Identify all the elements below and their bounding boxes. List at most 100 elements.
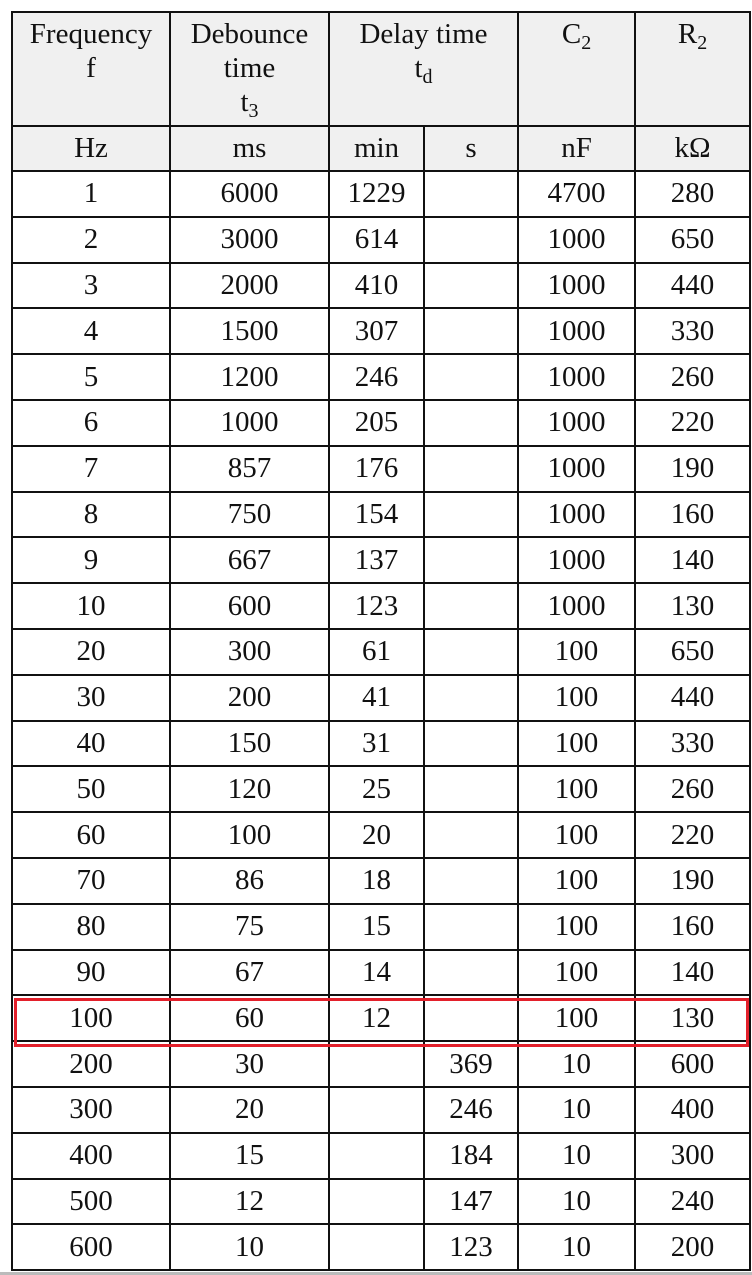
table-cell: 40 <box>11 719 171 768</box>
table-cell <box>422 582 520 630</box>
table-cell <box>422 536 520 585</box>
table-cell: 60 <box>169 994 330 1043</box>
table-cell: 300 <box>634 1131 752 1180</box>
header-subscript: d <box>422 66 433 88</box>
table-cell: 120 <box>169 765 330 814</box>
table-cell: 130 <box>634 994 752 1043</box>
table-cell: 205 <box>328 398 425 447</box>
data-table: Frequency f Debounce time t3 Delay time td C… <box>11 11 752 1272</box>
table-cell: 9 <box>11 536 171 585</box>
table-row: 500 12 147 10 240 <box>11 1177 752 1226</box>
table-cell: 190 <box>634 444 752 493</box>
unit-cell: min <box>328 125 425 172</box>
table-cell <box>328 1085 425 1134</box>
table-cell: 176 <box>328 444 425 493</box>
table-cell: 410 <box>328 261 425 310</box>
table-row: 10 600 123 1000 130 <box>11 582 752 630</box>
header-symbol: t <box>414 52 423 84</box>
divider <box>0 1272 752 1275</box>
table-cell: 20 <box>11 627 171 676</box>
table-cell: 10 <box>517 1040 637 1088</box>
table-cell: 20 <box>169 1085 330 1134</box>
table-cell: 307 <box>328 307 425 356</box>
table-cell <box>328 1177 425 1226</box>
table-cell <box>422 811 520 859</box>
table-cell: 3 <box>11 261 171 310</box>
header-subscript: 2 <box>581 32 592 54</box>
table-cell: 500 <box>11 1177 171 1226</box>
table-cell: 75 <box>169 902 330 951</box>
table-cell: 130 <box>634 582 752 630</box>
table-cell: 20 <box>328 811 425 859</box>
table-cell: 123 <box>328 582 425 630</box>
table-cell: 160 <box>634 902 752 951</box>
table-cell: 246 <box>328 353 425 401</box>
table-row: 4 1500 307 1000 330 <box>11 307 752 356</box>
table-cell: 440 <box>634 673 752 722</box>
header-text: time <box>223 52 276 84</box>
table-cell: 10 <box>11 582 171 630</box>
table-row: 90 67 14 100 140 <box>11 948 752 997</box>
table-cell <box>422 353 520 401</box>
table-cell: 440 <box>634 261 752 310</box>
table-cell: 5 <box>11 353 171 401</box>
table-cell: 15 <box>328 902 425 951</box>
table-cell: 330 <box>634 719 752 768</box>
table-cell: 12 <box>169 1177 330 1226</box>
table-row: 300 20 246 10 400 <box>11 1085 752 1134</box>
table-cell: 8 <box>11 490 171 539</box>
table-cell: 1229 <box>328 170 425 218</box>
header-r2: R2 <box>634 11 752 127</box>
table-row: 400 15 184 10 300 <box>11 1131 752 1180</box>
table-cell: 100 <box>517 811 637 859</box>
table-row: 6 1000 205 1000 220 <box>11 398 752 447</box>
table-cell: 1500 <box>169 307 330 356</box>
table-cell: 600 <box>169 582 330 630</box>
table-cell: 220 <box>634 398 752 447</box>
table-cell: 1000 <box>517 261 637 310</box>
table-cell: 100 <box>517 673 637 722</box>
table-row: 1 6000 1229 4700 280 <box>11 170 752 218</box>
table-cell: 30 <box>169 1040 330 1088</box>
table-cell <box>422 490 520 539</box>
table-row: 8 750 154 1000 160 <box>11 490 752 539</box>
table-cell: 1000 <box>517 582 637 630</box>
table-cell: 70 <box>11 856 171 905</box>
table-cell: 200 <box>634 1223 752 1272</box>
header-text: Delay time <box>359 18 488 50</box>
table-cell: 300 <box>11 1085 171 1134</box>
table-cell: 600 <box>634 1040 752 1088</box>
table-cell: 200 <box>169 673 330 722</box>
table-cell: 80 <box>11 902 171 951</box>
table-row: 200 30 369 10 600 <box>11 1040 752 1088</box>
table-cell: 246 <box>422 1085 520 1134</box>
table-cell: 200 <box>11 1040 171 1088</box>
table-cell: 4700 <box>517 170 637 218</box>
table-cell: 2 <box>11 215 171 264</box>
table-cell: 140 <box>634 536 752 585</box>
unit-cell: Hz <box>11 125 171 172</box>
table-cell: 1000 <box>517 398 637 447</box>
table-cell: 667 <box>169 536 330 585</box>
table-cell: 154 <box>328 490 425 539</box>
table-cell <box>422 719 520 768</box>
table-cell: 150 <box>169 719 330 768</box>
table-cell: 10 <box>517 1085 637 1134</box>
table-cell: 90 <box>11 948 171 997</box>
table-cell <box>422 948 520 997</box>
header-frequency: Frequency f <box>11 11 171 127</box>
table-cell: 100 <box>517 856 637 905</box>
units-row: Hz ms min s nF kΩ <box>11 125 752 172</box>
unit-cell: nF <box>517 125 637 172</box>
table-cell: 123 <box>422 1223 520 1272</box>
table-row: 5 1200 246 1000 260 <box>11 353 752 401</box>
table-cell <box>422 261 520 310</box>
table-cell <box>422 627 520 676</box>
table-cell: 100 <box>517 948 637 997</box>
table-cell <box>328 1040 425 1088</box>
table-cell: 1000 <box>517 353 637 401</box>
table-cell: 31 <box>328 719 425 768</box>
table-cell: 614 <box>328 215 425 264</box>
table-cell: 100 <box>517 719 637 768</box>
table-cell <box>422 215 520 264</box>
